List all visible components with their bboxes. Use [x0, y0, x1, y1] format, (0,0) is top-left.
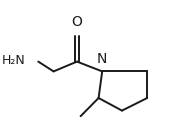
Text: H₂N: H₂N [2, 54, 26, 67]
Text: O: O [72, 15, 82, 29]
Text: N: N [97, 52, 107, 66]
